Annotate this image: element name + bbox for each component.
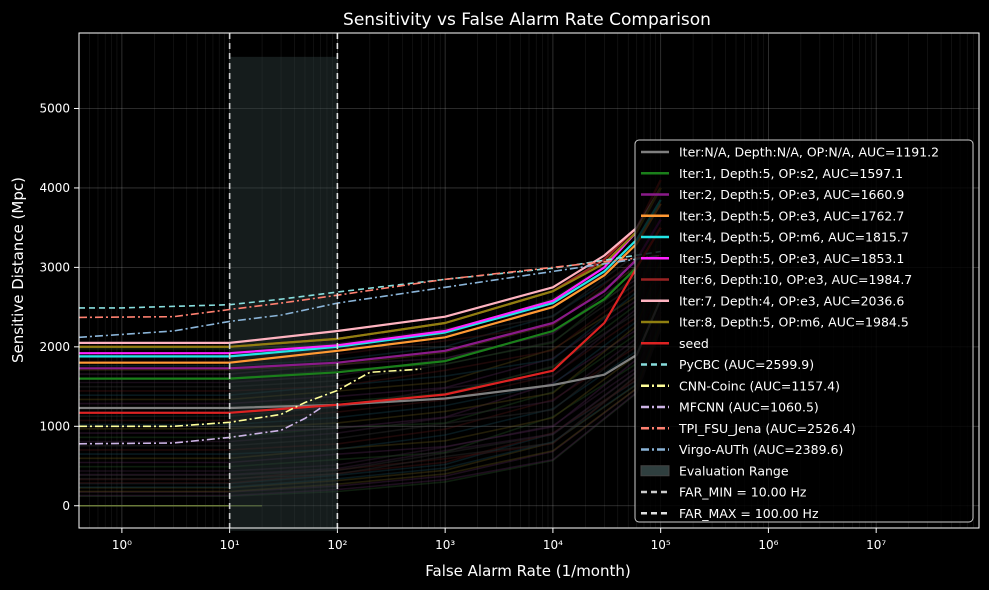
legend: Iter:N/A, Depth:N/A, OP:N/A, AUC=1191.2 I… (634, 139, 974, 523)
legend-label: FAR_MAX = 100.00 Hz (679, 506, 819, 521)
x-tick-label: 10⁷ (866, 538, 886, 552)
y-tick-label: 0 (62, 499, 70, 513)
legend-label: CNN-Coinc (AUC=1157.4) (679, 378, 840, 393)
y-axis-label: Sensitive Distance (Mpc) (9, 177, 27, 363)
y-tick-label: 5000 (39, 101, 70, 115)
legend-label: Iter:1, Depth:5, OP:s2, AUC=1597.1 (679, 166, 903, 181)
x-tick-label: 10⁵ (651, 538, 671, 552)
legend-label: Iter:7, Depth:4, OP:e3, AUC=2036.6 (679, 293, 904, 308)
legend-label: Evaluation Range (679, 463, 789, 478)
series-line (79, 203, 662, 364)
legend-label: TPI_FSU_Jena (AUC=2526.4) (678, 421, 856, 436)
series-line (78, 407, 322, 445)
legend-swatch (640, 465, 670, 477)
series-line (79, 250, 661, 309)
x-tick-label: 10⁰ (112, 538, 132, 552)
legend-label: Iter:5, Depth:5, OP:e3, AUC=1853.1 (679, 251, 904, 266)
legend-label: Iter:3, Depth:5, OP:e3, AUC=1762.7 (679, 208, 904, 223)
legend-label: Iter:N/A, Depth:N/A, OP:N/A, AUC=1191.2 (679, 145, 939, 160)
legend-label: Iter:2, Depth:5, OP:e3, AUC=1660.9 (679, 187, 904, 202)
series-line (78, 254, 661, 319)
y-tick-label: 4000 (39, 181, 70, 195)
legend-label: Iter:4, Depth:5, OP:m6, AUC=1815.7 (679, 230, 909, 245)
y-tick-label: 1000 (39, 419, 70, 433)
x-tick-label: 10⁴ (543, 538, 563, 552)
y-tick-label: 3000 (39, 260, 70, 274)
legend-label: seed (679, 336, 709, 351)
series-line (79, 199, 662, 358)
axes-frame (78, 32, 980, 529)
legend-label: PyCBC (AUC=2599.9) (679, 357, 814, 372)
legend-label: Iter:6, Depth:10, OP:e3, AUC=1984.7 (679, 272, 912, 287)
x-tick-label: 10³ (435, 538, 455, 552)
series-line (79, 298, 662, 410)
chart-title: Sensitivity vs False Alarm Rate Comparis… (343, 10, 711, 30)
y-tick-label: 2000 (39, 340, 70, 354)
series-line (79, 227, 662, 414)
series-line (79, 187, 662, 348)
legend-label: MFCNN (AUC=1060.5) (679, 400, 819, 415)
series-line (79, 368, 422, 428)
legend-label: Iter:8, Depth:5, OP:m6, AUC=1984.5 (679, 315, 909, 330)
series-line (78, 254, 661, 339)
series-line (79, 219, 662, 370)
x-tick-label: 10² (327, 538, 347, 552)
legend-label: Virgo-AUTh (AUC=2389.6) (679, 442, 843, 457)
x-tick-label: 10⁶ (758, 538, 778, 552)
legend-box (634, 139, 974, 523)
series-line (79, 227, 662, 380)
legend-label: FAR_MIN = 10.00 Hz (679, 485, 807, 500)
series-line (79, 187, 662, 344)
x-axis-label: False Alarm Rate (1/month) (425, 562, 630, 580)
x-tick-label: 10¹ (220, 538, 240, 552)
